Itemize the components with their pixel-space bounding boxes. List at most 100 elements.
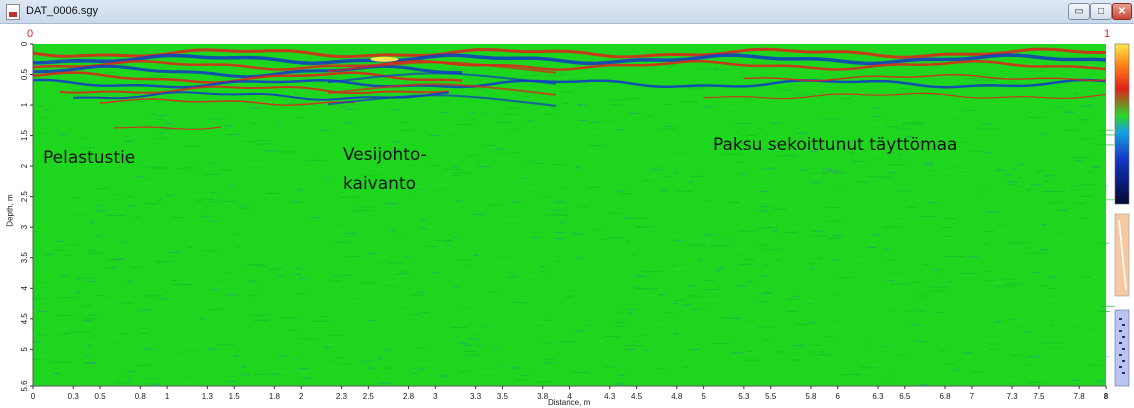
noise-streak bbox=[693, 362, 711, 364]
noise-streak bbox=[626, 240, 631, 242]
noise-streak bbox=[1044, 350, 1062, 352]
noise-streak bbox=[588, 145, 606, 147]
noise-streak bbox=[894, 128, 913, 130]
maximize-button[interactable]: □ bbox=[1090, 3, 1112, 20]
noise-streak bbox=[1070, 156, 1091, 158]
noise-streak bbox=[973, 80, 983, 82]
noise-streak bbox=[336, 212, 349, 214]
noise-streak bbox=[866, 137, 882, 139]
noise-streak bbox=[607, 212, 621, 214]
noise-streak bbox=[255, 140, 272, 142]
noise-streak bbox=[737, 99, 744, 101]
noise-streak bbox=[171, 280, 178, 282]
noise-streak bbox=[821, 118, 841, 120]
noise-streak bbox=[136, 364, 151, 366]
noise-streak bbox=[645, 115, 654, 117]
noise-streak bbox=[59, 76, 72, 78]
noise-streak bbox=[468, 154, 479, 156]
noise-streak bbox=[916, 116, 923, 118]
noise-streak bbox=[731, 248, 747, 250]
noise-streak bbox=[383, 349, 389, 351]
noise-streak bbox=[1009, 242, 1028, 244]
noise-streak bbox=[1062, 353, 1080, 355]
noise-streak bbox=[450, 175, 462, 177]
minimize-button[interactable]: ▭ bbox=[1068, 3, 1090, 20]
noise-streak bbox=[323, 366, 343, 368]
close-button[interactable]: ✕ bbox=[1112, 3, 1132, 20]
noise-streak bbox=[259, 370, 266, 372]
noise-streak bbox=[250, 295, 260, 297]
noise-streak bbox=[336, 179, 356, 181]
noise-streak bbox=[228, 380, 236, 382]
noise-streak bbox=[171, 217, 184, 219]
noise-streak bbox=[1030, 184, 1043, 186]
noise-streak bbox=[598, 239, 607, 241]
noise-streak bbox=[702, 299, 721, 301]
noise-streak bbox=[544, 362, 554, 364]
noise-streak bbox=[679, 74, 698, 76]
noise-streak bbox=[199, 318, 205, 320]
noise-streak bbox=[143, 295, 161, 297]
noise-streak bbox=[230, 249, 244, 251]
noise-streak bbox=[722, 363, 739, 365]
x-tick-label: 1 bbox=[165, 392, 170, 401]
noise-streak bbox=[249, 279, 258, 281]
noise-streak bbox=[853, 198, 862, 200]
noise-streak bbox=[672, 265, 677, 267]
noise-streak bbox=[131, 266, 142, 268]
noise-streak bbox=[493, 347, 499, 349]
noise-streak bbox=[794, 357, 807, 359]
noise-streak bbox=[85, 362, 96, 364]
noise-streak bbox=[255, 183, 262, 185]
noise-streak bbox=[267, 118, 287, 120]
noise-streak bbox=[476, 93, 485, 95]
noise-streak bbox=[703, 280, 715, 282]
noise-streak bbox=[436, 278, 449, 280]
noise-streak bbox=[493, 148, 505, 150]
noise-streak bbox=[695, 255, 702, 257]
reflection-band bbox=[100, 98, 355, 106]
noise-streak bbox=[697, 68, 718, 70]
noise-streak bbox=[228, 185, 235, 187]
noise-streak bbox=[420, 220, 427, 222]
noise-streak bbox=[478, 345, 484, 347]
noise-streak bbox=[790, 94, 809, 96]
noise-streak bbox=[937, 262, 944, 264]
noise-streak bbox=[57, 315, 74, 317]
noise-streak bbox=[291, 201, 302, 203]
noise-streak bbox=[456, 124, 471, 126]
window-titlebar[interactable]: DAT_0006.sgy ▭ □ ✕ bbox=[0, 0, 1134, 24]
noise-streak bbox=[1057, 239, 1072, 241]
noise-streak bbox=[451, 166, 459, 168]
noise-streak bbox=[812, 226, 828, 228]
noise-streak bbox=[234, 373, 248, 375]
noise-streak bbox=[127, 205, 136, 207]
x-tick-label: 4.8 bbox=[671, 392, 683, 401]
noise-streak bbox=[485, 147, 500, 149]
noise-streak bbox=[736, 285, 747, 287]
noise-streak bbox=[398, 122, 409, 124]
noise-streak bbox=[978, 128, 998, 130]
noise-streak bbox=[123, 94, 135, 96]
noise-streak bbox=[688, 378, 708, 380]
noise-streak bbox=[666, 64, 677, 66]
noise-streak bbox=[760, 293, 770, 295]
noise-streak bbox=[220, 200, 237, 202]
noise-streak bbox=[116, 194, 123, 196]
noise-streak bbox=[970, 150, 986, 152]
noise-streak bbox=[294, 359, 298, 361]
noise-streak bbox=[147, 182, 157, 184]
noise-streak bbox=[634, 226, 646, 228]
noise-streak bbox=[127, 378, 132, 380]
noise-streak bbox=[286, 329, 298, 331]
noise-streak bbox=[452, 349, 469, 351]
noise-streak bbox=[486, 204, 502, 206]
noise-streak bbox=[883, 248, 891, 250]
noise-streak bbox=[387, 262, 404, 264]
noise-streak bbox=[417, 375, 434, 377]
noise-streak bbox=[210, 162, 216, 164]
noise-streak bbox=[925, 180, 931, 182]
noise-streak bbox=[64, 254, 73, 256]
